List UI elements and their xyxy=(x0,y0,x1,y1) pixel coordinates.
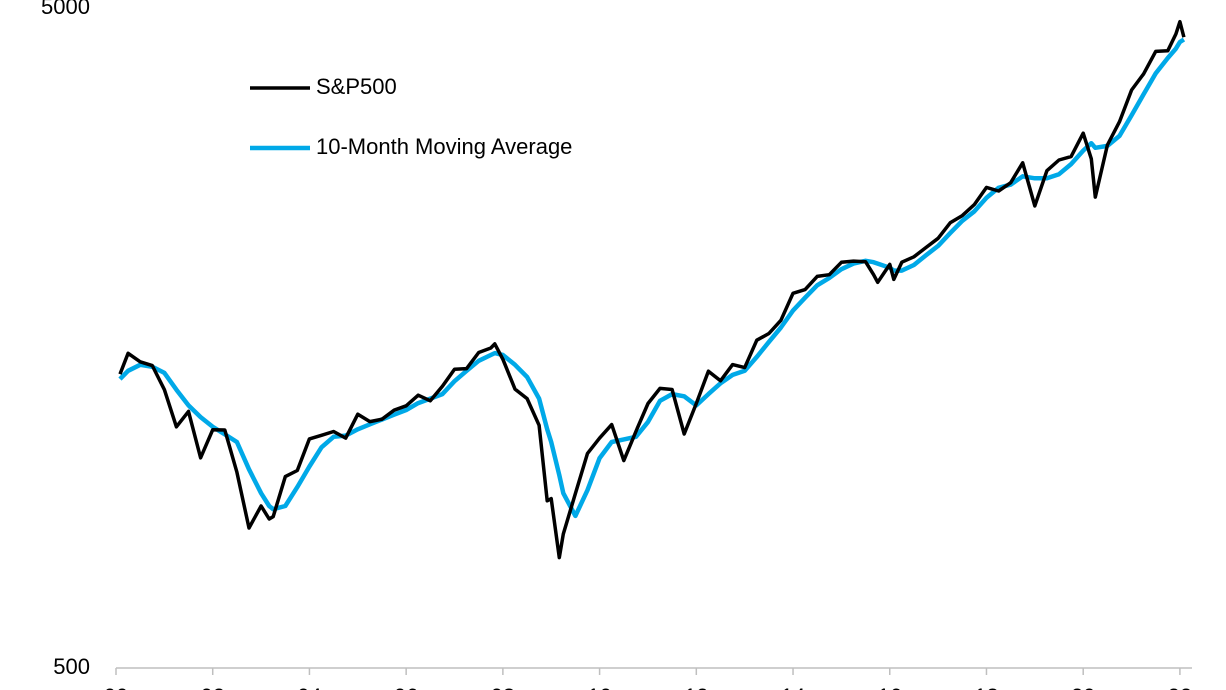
series-line xyxy=(118,19,1186,560)
x-tick-label: 10 xyxy=(587,684,611,690)
x-tick-label: 06 xyxy=(394,684,418,690)
x-tick-label: 08 xyxy=(491,684,515,690)
x-tick-label: 02 xyxy=(200,684,224,690)
series-line xyxy=(118,37,1186,519)
x-tick-label: 04 xyxy=(297,684,321,690)
y-tick-label: 5000 xyxy=(41,0,90,19)
x-tick-label: 16 xyxy=(878,684,902,690)
x-tick-label: 14 xyxy=(781,684,805,690)
legend-label: 10-Month Moving Average xyxy=(316,134,572,159)
legend-label: S&P500 xyxy=(316,74,397,99)
x-tick-label: 00 xyxy=(104,684,128,690)
x-tick-label: 18 xyxy=(974,684,998,690)
x-tick-label: 12 xyxy=(684,684,708,690)
x-tick-label: 20 xyxy=(1071,684,1095,690)
x-tick-label: 22 xyxy=(1168,684,1192,690)
y-tick-label: 500 xyxy=(53,654,90,679)
